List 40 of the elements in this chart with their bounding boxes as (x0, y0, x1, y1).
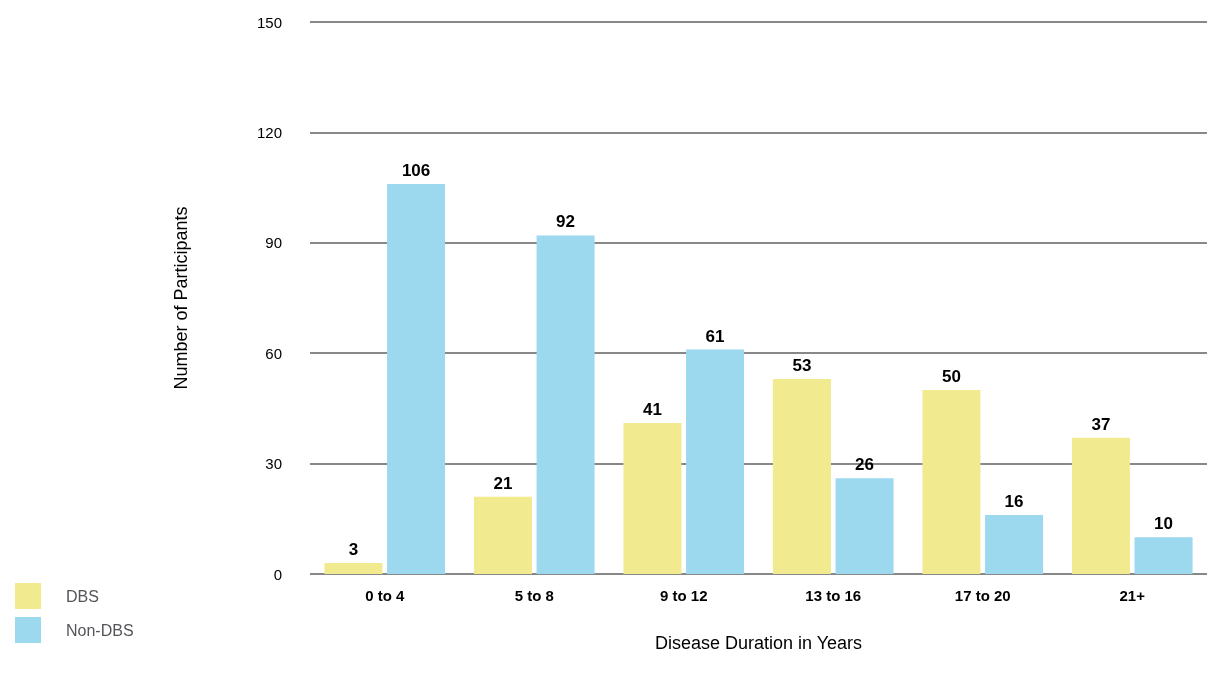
y-tick-label: 150 (256, 13, 282, 31)
x-tick-label: 9 to 12 (659, 587, 708, 604)
bar (473, 496, 532, 574)
bar (922, 390, 981, 574)
bar (772, 378, 831, 574)
x-tick-label: 17 to 20 (954, 587, 1011, 604)
legend-label: DBS (66, 587, 99, 605)
bar (536, 235, 595, 574)
data-label: 106 (401, 160, 431, 180)
data-label: 26 (855, 455, 875, 475)
x-axis-title: Disease Duration in Years (654, 633, 863, 653)
y-tick-label: 120 (256, 123, 282, 141)
bar (985, 515, 1044, 574)
y-tick-label: 30 (265, 455, 282, 473)
y-tick-label: 90 (265, 234, 282, 252)
y-axis-title: Number of Participants (171, 206, 191, 390)
bar (1134, 537, 1193, 574)
data-label: 41 (642, 400, 662, 420)
data-label: 92 (556, 212, 576, 232)
legend-label: Non-DBS (66, 621, 134, 639)
data-label: 37 (1091, 414, 1111, 434)
data-label: 3 (348, 539, 359, 559)
data-label: 61 (705, 326, 725, 346)
x-tick-label: 13 to 16 (805, 587, 862, 604)
bar (686, 349, 745, 574)
bar (835, 478, 894, 574)
bar (1071, 437, 1130, 574)
data-label: 21 (493, 473, 513, 493)
data-label: 53 (792, 355, 812, 375)
data-label: 16 (1004, 492, 1024, 512)
bar (623, 423, 682, 574)
bar (387, 183, 446, 574)
x-tick-label: 0 to 4 (365, 587, 405, 604)
x-tick-label: 21+ (1119, 587, 1146, 604)
y-tick-label: 60 (265, 344, 282, 362)
x-tick-label: 5 to 8 (514, 587, 554, 604)
data-label: 50 (941, 367, 961, 386)
data-label: 10 (1154, 514, 1174, 534)
y-tick-label: 0 (273, 565, 282, 583)
bar (324, 562, 383, 574)
